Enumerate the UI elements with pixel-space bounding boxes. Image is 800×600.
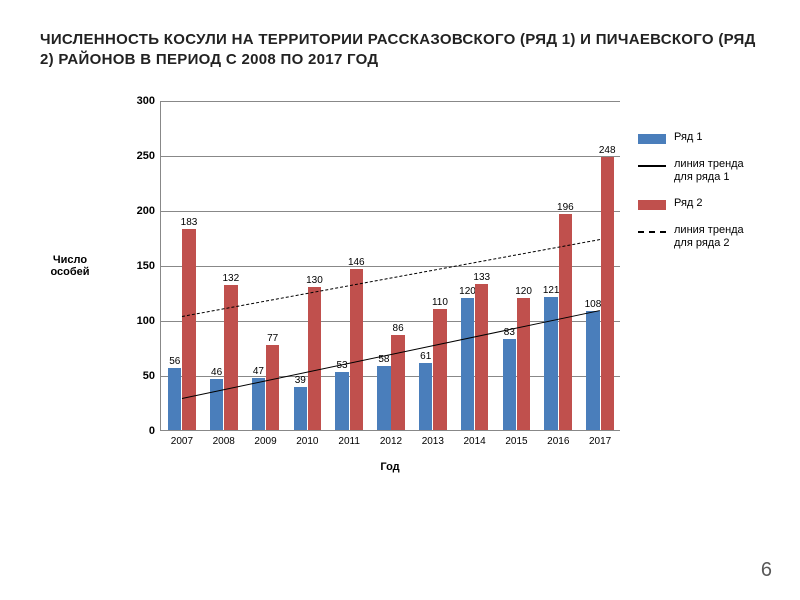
x-tick: 2010 [296, 430, 318, 447]
bar-series1 [252, 378, 265, 430]
y-tick: 300 [137, 95, 161, 107]
x-tick: 2014 [464, 430, 486, 447]
page: ЧИСЛЕННОСТЬ КОСУЛИ НА ТЕРРИТОРИИ РАССКАЗ… [0, 0, 800, 600]
data-label: 133 [473, 272, 490, 283]
data-label: 248 [599, 145, 616, 156]
y-tick: 50 [143, 370, 161, 382]
page-number: 6 [761, 559, 772, 582]
y-tick: 0 [149, 425, 161, 437]
data-label: 183 [181, 217, 198, 228]
x-tick: 2012 [380, 430, 402, 447]
bar-series1 [168, 368, 181, 430]
data-label: 46 [211, 367, 222, 378]
bar-series2 [601, 157, 614, 430]
gridline [161, 156, 620, 157]
x-tick: 2017 [589, 430, 611, 447]
bar-series1 [461, 298, 474, 430]
data-label: 146 [348, 257, 365, 268]
legend-item: линия тренда для ряда 2 [638, 224, 744, 249]
legend-swatch [638, 200, 666, 210]
legend-line [638, 165, 666, 167]
x-tick: 2007 [171, 430, 193, 447]
legend-item: Ряд 2 [638, 197, 744, 210]
bar-series1 [503, 339, 516, 430]
data-label: 196 [557, 202, 574, 213]
x-tick: 2013 [422, 430, 444, 447]
data-label: 86 [393, 323, 404, 334]
bar-series2 [391, 335, 404, 430]
bar-series2 [475, 284, 488, 430]
data-label: 39 [295, 375, 306, 386]
data-label: 108 [585, 299, 602, 310]
x-tick: 2015 [505, 430, 527, 447]
bar-series1 [419, 363, 432, 430]
legend-line [638, 231, 666, 233]
bar-series1 [335, 372, 348, 430]
bar-series1 [210, 379, 223, 430]
data-label: 120 [515, 286, 532, 297]
data-label: 61 [420, 351, 431, 362]
bar-series2 [308, 287, 321, 430]
y-tick: 250 [137, 150, 161, 162]
legend-label: Ряд 1 [674, 131, 703, 144]
bar-series1 [377, 366, 390, 430]
data-label: 110 [432, 297, 448, 308]
legend-label: Ряд 2 [674, 197, 703, 210]
y-tick: 150 [137, 260, 161, 272]
data-label: 56 [169, 356, 180, 367]
x-tick: 2009 [254, 430, 276, 447]
data-label: 120 [459, 286, 476, 297]
x-tick: 2011 [338, 430, 360, 447]
gridline [161, 266, 620, 267]
gridline [161, 101, 620, 102]
bar-series2 [182, 229, 195, 430]
bar-series2 [517, 298, 530, 430]
data-label: 47 [253, 366, 264, 377]
data-label: 121 [543, 285, 560, 296]
data-label: 77 [267, 333, 278, 344]
y-tick: 100 [137, 315, 161, 327]
gridline [161, 211, 620, 212]
bar-series1 [544, 297, 557, 430]
legend-label: линия тренда для ряда 1 [674, 158, 744, 183]
plot-area: 0501001502002503005618320074613220084777… [160, 101, 620, 431]
trend-line [182, 239, 600, 317]
x-tick: 2016 [547, 430, 569, 447]
legend-item: линия тренда для ряда 1 [638, 158, 744, 183]
bar-series1 [586, 311, 599, 430]
roe-deer-bar-chart: Число особей 0 50 100 150 200 250 300 56 183 2007 4… [40, 93, 760, 491]
page-title: ЧИСЛЕННОСТЬ КОСУЛИ НА ТЕРРИТОРИИ РАССКАЗ… [40, 30, 760, 69]
x-tick: 2008 [213, 430, 235, 447]
bar-series2 [266, 345, 279, 430]
legend-item: Ряд 1 [638, 131, 744, 144]
data-label: 132 [222, 273, 239, 284]
x-axis-label: Год [380, 461, 399, 473]
y-tick: 200 [137, 205, 161, 217]
legend-swatch [638, 134, 666, 144]
legend: Ряд 1 линия тренда для ряда 1 Ряд 2 линия т… [638, 131, 744, 264]
data-label: 130 [306, 275, 323, 286]
bar-series2 [350, 269, 363, 430]
bar-series2 [433, 309, 446, 430]
y-axis-label: Число особей [40, 254, 100, 278]
bar-series1 [294, 387, 307, 430]
legend-label: линия тренда для ряда 2 [674, 224, 744, 249]
